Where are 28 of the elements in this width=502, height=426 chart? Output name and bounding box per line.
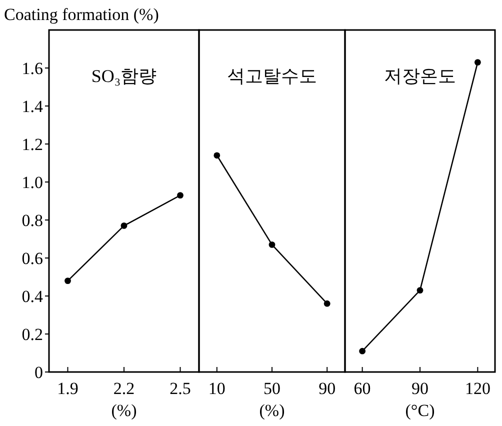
x-tick-label: 120 [464, 379, 490, 398]
y-tick-label: 0.4 [22, 287, 44, 306]
y-tick-label: 1.0 [22, 173, 43, 192]
y-axis-title: Coating formation (%) [4, 5, 159, 24]
text: 석고탈수도 [227, 66, 317, 86]
x-axis-title: (°C) [405, 401, 435, 420]
x-axis-title: (%) [259, 401, 285, 420]
text: 저장온도 [384, 66, 456, 86]
x-tick-label: 90 [318, 379, 336, 398]
y-tick-label: 0.8 [22, 211, 43, 230]
y-tick-label: 1.2 [22, 135, 43, 154]
x-tick-label: 10 [208, 379, 226, 398]
y-tick-label: 0.6 [22, 249, 43, 268]
x-axis-title: (%) [111, 401, 137, 420]
y-tick-label: 1.6 [22, 59, 43, 78]
x-tick-label: 50 [264, 379, 280, 398]
x-tick-label: 2.5 [170, 379, 191, 398]
point [120, 222, 128, 229]
y-tick-label: 1.4 [22, 97, 44, 116]
x-tick-label: 60 [354, 379, 371, 398]
y-tick-label: 0 [34, 363, 43, 382]
x-tick-label: 90 [412, 379, 428, 398]
x-tick-label: 2.2 [113, 379, 135, 398]
text: SO₃함량 [91, 66, 157, 86]
point [177, 192, 184, 198]
point [64, 278, 71, 284]
y-tick-label: 0.2 [22, 325, 43, 344]
x-tick-label: 1.9 [57, 379, 78, 398]
